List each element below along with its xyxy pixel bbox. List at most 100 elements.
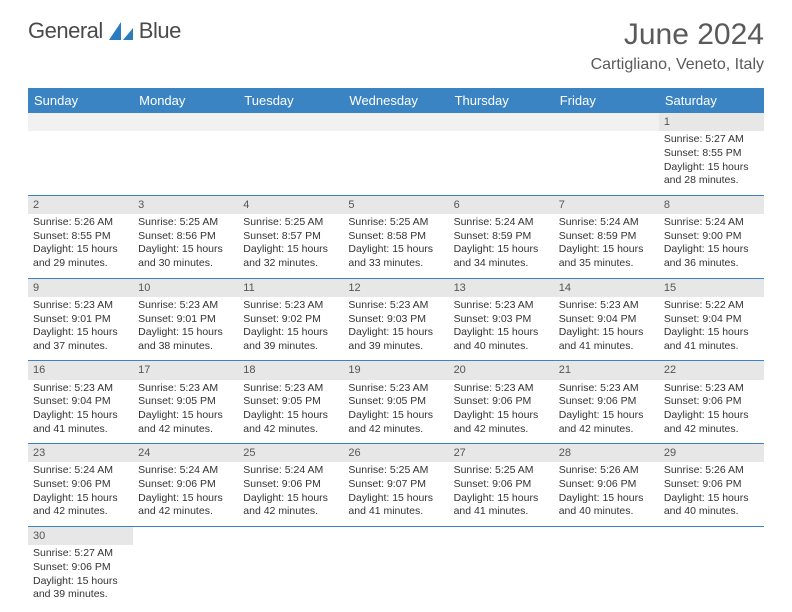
brand-text-1: General <box>28 18 103 44</box>
day-number-cell <box>554 113 659 131</box>
day-line: Sunset: 9:04 PM <box>664 313 759 327</box>
day-line: Daylight: 15 hours <box>559 492 654 506</box>
day-line: Sunrise: 5:25 AM <box>454 464 549 478</box>
location: Cartigliano, Veneto, Italy <box>591 56 764 74</box>
daynum-row: 16171819202122 <box>28 361 764 380</box>
day-line: Sunrise: 5:23 AM <box>33 299 128 313</box>
day-line: Sunrise: 5:23 AM <box>348 299 443 313</box>
weekday-header: Thursday <box>449 88 554 113</box>
day-line: Sunset: 9:05 PM <box>348 395 443 409</box>
day-line: and 41 minutes. <box>454 505 549 519</box>
day-line: Sunrise: 5:23 AM <box>138 299 233 313</box>
day-line: and 40 minutes. <box>454 340 549 354</box>
day-number-cell: 21 <box>554 361 659 380</box>
day-content-cell <box>28 131 133 195</box>
day-line: Sunset: 9:06 PM <box>33 561 128 575</box>
day-number-cell: 29 <box>659 444 764 463</box>
day-line: Sunrise: 5:23 AM <box>243 382 338 396</box>
day-content-cell: Sunrise: 5:26 AMSunset: 9:06 PMDaylight:… <box>659 462 764 526</box>
day-line: Daylight: 15 hours <box>138 326 233 340</box>
day-line: and 41 minutes. <box>348 505 443 519</box>
weekday-header: Friday <box>554 88 659 113</box>
day-number-cell <box>238 526 343 545</box>
day-line: Daylight: 15 hours <box>243 492 338 506</box>
content-row: Sunrise: 5:27 AMSunset: 9:06 PMDaylight:… <box>28 545 764 609</box>
day-line: Sunset: 9:04 PM <box>33 395 128 409</box>
day-content-cell: Sunrise: 5:24 AMSunset: 9:00 PMDaylight:… <box>659 214 764 278</box>
day-number-cell: 20 <box>449 361 554 380</box>
day-line: Sunrise: 5:23 AM <box>454 299 549 313</box>
title-block: June 2024 Cartigliano, Veneto, Italy <box>591 18 764 74</box>
daynum-row: 23242526272829 <box>28 444 764 463</box>
day-line: Sunrise: 5:27 AM <box>664 133 759 147</box>
day-line: Daylight: 15 hours <box>33 575 128 589</box>
day-line: Sunset: 9:00 PM <box>664 230 759 244</box>
day-line: Sunset: 9:06 PM <box>454 478 549 492</box>
weekday-header: Sunday <box>28 88 133 113</box>
day-number-cell: 9 <box>28 278 133 297</box>
day-line: Sunset: 9:06 PM <box>243 478 338 492</box>
day-content-cell: Sunrise: 5:27 AMSunset: 9:06 PMDaylight:… <box>28 545 133 609</box>
day-line: Sunrise: 5:27 AM <box>33 547 128 561</box>
day-line: Sunrise: 5:23 AM <box>348 382 443 396</box>
day-content-cell: Sunrise: 5:24 AMSunset: 9:06 PMDaylight:… <box>238 462 343 526</box>
weekday-header: Monday <box>133 88 238 113</box>
day-line: Sunrise: 5:24 AM <box>664 216 759 230</box>
day-line: Daylight: 15 hours <box>33 326 128 340</box>
day-line: Daylight: 15 hours <box>559 243 654 257</box>
day-content-cell: Sunrise: 5:24 AMSunset: 9:06 PMDaylight:… <box>133 462 238 526</box>
day-line: Sunrise: 5:25 AM <box>348 464 443 478</box>
day-content-cell <box>659 545 764 609</box>
daynum-row: 9101112131415 <box>28 278 764 297</box>
day-line: Daylight: 15 hours <box>559 326 654 340</box>
day-content-cell <box>343 545 448 609</box>
content-row: Sunrise: 5:23 AMSunset: 9:04 PMDaylight:… <box>28 380 764 444</box>
day-line: Sunset: 8:55 PM <box>33 230 128 244</box>
day-line: and 28 minutes. <box>664 174 759 188</box>
day-line: Daylight: 15 hours <box>664 492 759 506</box>
day-number-cell: 4 <box>238 195 343 214</box>
day-number-cell: 13 <box>449 278 554 297</box>
day-content-cell: Sunrise: 5:24 AMSunset: 8:59 PMDaylight:… <box>449 214 554 278</box>
day-line: Daylight: 15 hours <box>243 243 338 257</box>
day-content-cell: Sunrise: 5:23 AMSunset: 9:02 PMDaylight:… <box>238 297 343 361</box>
day-content-cell: Sunrise: 5:23 AMSunset: 9:03 PMDaylight:… <box>449 297 554 361</box>
day-line: Sunrise: 5:23 AM <box>33 382 128 396</box>
day-number-cell: 18 <box>238 361 343 380</box>
day-number-cell: 17 <box>133 361 238 380</box>
day-line: Sunset: 9:06 PM <box>664 478 759 492</box>
day-line: and 32 minutes. <box>243 257 338 271</box>
day-line: and 37 minutes. <box>33 340 128 354</box>
day-line: and 34 minutes. <box>454 257 549 271</box>
day-line: Sunset: 9:03 PM <box>348 313 443 327</box>
day-line: Sunset: 9:04 PM <box>559 313 654 327</box>
day-line: and 42 minutes. <box>348 423 443 437</box>
day-line: Sunset: 9:06 PM <box>138 478 233 492</box>
day-line: Daylight: 15 hours <box>348 409 443 423</box>
day-number-cell: 14 <box>554 278 659 297</box>
day-line: Sunrise: 5:23 AM <box>138 382 233 396</box>
content-row: Sunrise: 5:27 AMSunset: 8:55 PMDaylight:… <box>28 131 764 195</box>
day-content-cell: Sunrise: 5:25 AMSunset: 8:57 PMDaylight:… <box>238 214 343 278</box>
day-number-cell: 10 <box>133 278 238 297</box>
day-line: and 38 minutes. <box>138 340 233 354</box>
weekday-header: Tuesday <box>238 88 343 113</box>
day-line: Daylight: 15 hours <box>348 492 443 506</box>
day-content-cell: Sunrise: 5:25 AMSunset: 9:06 PMDaylight:… <box>449 462 554 526</box>
day-number-cell <box>133 113 238 131</box>
day-content-cell: Sunrise: 5:24 AMSunset: 8:59 PMDaylight:… <box>554 214 659 278</box>
day-number-cell: 22 <box>659 361 764 380</box>
day-number-cell: 15 <box>659 278 764 297</box>
day-line: Daylight: 15 hours <box>348 243 443 257</box>
daynum-row: 30 <box>28 526 764 545</box>
day-number-cell: 25 <box>238 444 343 463</box>
content-row: Sunrise: 5:24 AMSunset: 9:06 PMDaylight:… <box>28 462 764 526</box>
day-content-cell: Sunrise: 5:23 AMSunset: 9:01 PMDaylight:… <box>28 297 133 361</box>
day-line: Sunset: 8:55 PM <box>664 147 759 161</box>
day-line: and 40 minutes. <box>664 505 759 519</box>
day-content-cell <box>554 545 659 609</box>
day-number-cell: 3 <box>133 195 238 214</box>
day-number-cell <box>659 526 764 545</box>
day-content-cell <box>449 131 554 195</box>
day-content-cell: Sunrise: 5:22 AMSunset: 9:04 PMDaylight:… <box>659 297 764 361</box>
